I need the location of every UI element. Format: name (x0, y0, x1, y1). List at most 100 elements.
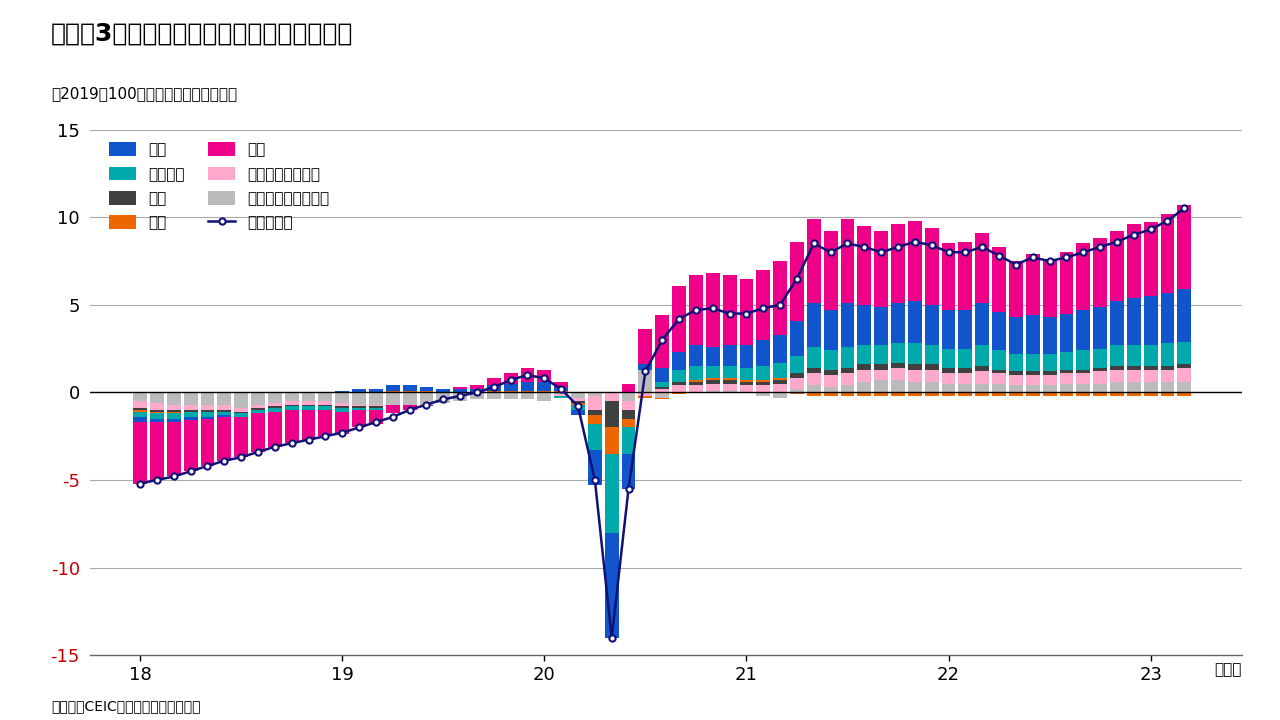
Bar (824, 392, 837, 396)
Bar (1110, 366, 1124, 369)
Bar (908, 221, 922, 301)
Bar (942, 373, 955, 384)
Bar (571, 392, 585, 397)
Bar (335, 406, 349, 408)
Bar (824, 231, 837, 310)
Bar (1009, 317, 1023, 354)
Bar (942, 348, 955, 368)
Bar (1076, 373, 1091, 384)
Bar (874, 369, 888, 380)
Bar (453, 392, 467, 401)
Bar (874, 392, 888, 396)
Bar (1043, 354, 1056, 372)
Bar (453, 387, 467, 389)
Bar (858, 305, 872, 345)
Bar (841, 219, 855, 303)
Bar (218, 405, 232, 410)
Bar (268, 403, 282, 406)
Bar (1025, 372, 1039, 375)
Bar (486, 385, 500, 391)
Bar (1043, 375, 1056, 385)
Bar (740, 279, 754, 345)
Bar (639, 392, 653, 396)
Bar (1161, 343, 1174, 366)
Bar (672, 286, 686, 352)
Bar (133, 412, 147, 417)
Bar (841, 303, 855, 347)
Bar (133, 410, 147, 412)
Bar (1093, 238, 1107, 307)
Bar (874, 231, 888, 307)
Bar (319, 410, 333, 436)
Bar (251, 413, 265, 452)
Bar (992, 384, 1006, 392)
Bar (554, 382, 568, 387)
Bar (1060, 392, 1074, 396)
Bar (352, 408, 366, 410)
Bar (740, 345, 754, 368)
Bar (150, 410, 164, 412)
Bar (858, 382, 872, 392)
Bar (925, 345, 938, 364)
Bar (1043, 259, 1056, 317)
Bar (1110, 231, 1124, 301)
Bar (251, 408, 265, 410)
Bar (1110, 382, 1124, 392)
Bar (150, 422, 164, 480)
Bar (453, 389, 467, 392)
Bar (504, 373, 517, 384)
Bar (689, 385, 703, 392)
Bar (1161, 392, 1174, 396)
Bar (521, 391, 535, 392)
Bar (756, 382, 771, 385)
Bar (420, 405, 434, 406)
Bar (705, 391, 719, 392)
Bar (285, 401, 298, 405)
Bar (891, 368, 905, 380)
Bar (1060, 369, 1074, 373)
Bar (571, 403, 585, 405)
Bar (1025, 354, 1039, 372)
Bar (319, 406, 333, 410)
Bar (858, 345, 872, 364)
Bar (891, 224, 905, 303)
Bar (824, 369, 837, 375)
Bar (1144, 296, 1157, 345)
Bar (1076, 310, 1091, 351)
Bar (150, 413, 164, 418)
Bar (1126, 366, 1140, 369)
Bar (604, 401, 618, 428)
Bar (335, 412, 349, 434)
Bar (251, 405, 265, 408)
Bar (756, 366, 771, 380)
Bar (689, 275, 703, 345)
Bar (841, 373, 855, 385)
Bar (335, 408, 349, 412)
Bar (959, 392, 973, 396)
Bar (1009, 261, 1023, 317)
Bar (1043, 392, 1056, 396)
Bar (689, 382, 703, 385)
Bar (285, 405, 298, 406)
Bar (790, 379, 804, 389)
Bar (942, 310, 955, 348)
Bar (218, 412, 232, 415)
Bar (571, 405, 585, 410)
Bar (891, 392, 905, 396)
Bar (773, 363, 787, 379)
Bar (942, 368, 955, 373)
Bar (234, 408, 248, 412)
Bar (858, 226, 872, 305)
Bar (588, 424, 602, 450)
Bar (1043, 385, 1056, 392)
Bar (891, 363, 905, 368)
Bar (925, 392, 938, 396)
Bar (1043, 372, 1056, 375)
Bar (992, 392, 1006, 396)
Bar (234, 413, 248, 417)
Bar (705, 366, 719, 379)
Bar (234, 392, 248, 408)
Bar (622, 418, 635, 428)
Bar (705, 347, 719, 366)
Bar (1009, 392, 1023, 396)
